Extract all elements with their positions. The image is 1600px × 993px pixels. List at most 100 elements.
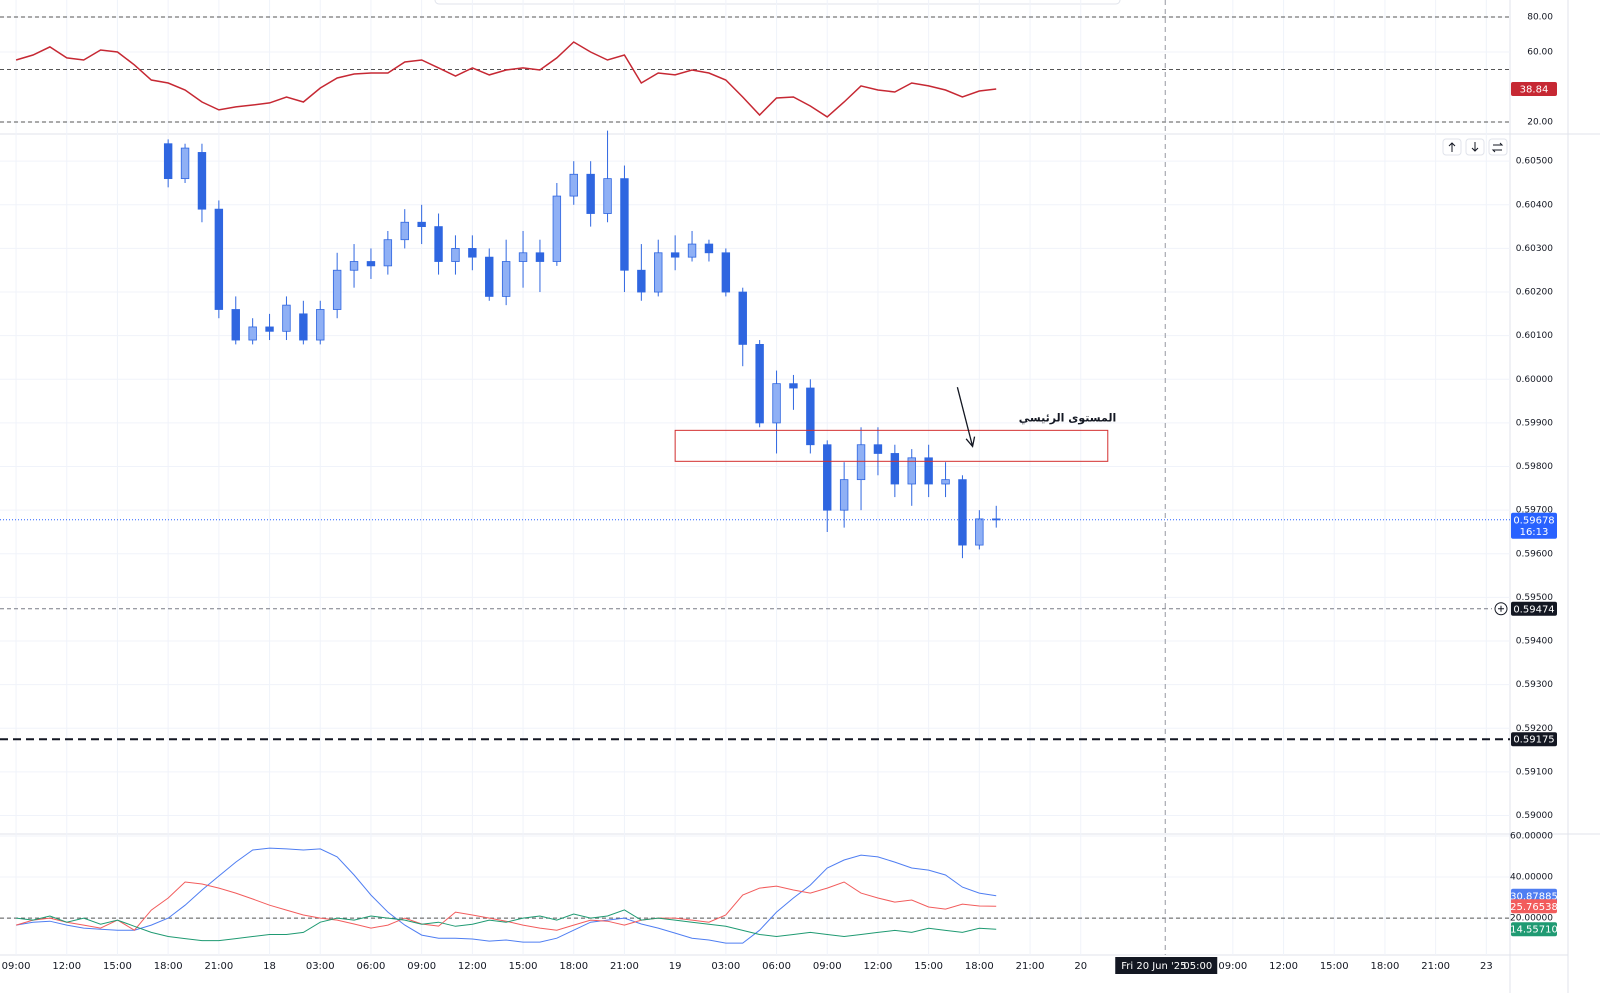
candle-body xyxy=(518,252,528,262)
candle-body xyxy=(637,269,646,293)
x-tick-label: 09:00 xyxy=(407,961,436,972)
candle-body xyxy=(958,479,967,546)
x-tick-label: 18:00 xyxy=(154,961,183,972)
candle-body xyxy=(552,195,562,262)
candle-body xyxy=(890,453,900,485)
y-tick-label: 0.60000 xyxy=(1516,375,1553,385)
x-tick-label: 20 xyxy=(1074,961,1087,972)
top-toolbar xyxy=(434,0,1121,5)
x-tick-label: 23 xyxy=(1480,961,1493,972)
candle-body xyxy=(366,261,376,267)
y-tick-label: 0.60100 xyxy=(1516,331,1553,341)
candle-body xyxy=(231,309,240,341)
y-tick-label: 60.00000 xyxy=(1510,832,1553,842)
x-tick-label: 06:00 xyxy=(762,961,791,972)
x-tick-label: 18:00 xyxy=(965,961,994,972)
reset-button[interactable] xyxy=(1488,138,1508,156)
price-label: 25.76538 xyxy=(1510,902,1558,913)
candle-body xyxy=(839,479,849,511)
y-tick-label: 0.59100 xyxy=(1516,767,1553,777)
current-price-box xyxy=(1511,512,1557,539)
candle-body xyxy=(738,291,747,345)
crosshair-label-box xyxy=(1115,957,1218,974)
candle-body xyxy=(332,269,342,310)
candle-body xyxy=(975,518,984,546)
y-tick-label: 0.60200 xyxy=(1516,288,1553,298)
price-label: 0.59474 xyxy=(1513,604,1554,615)
x-tick-label: 06:00 xyxy=(357,961,386,972)
y-tick-label: 80.00 xyxy=(1527,12,1553,22)
y-tick-label: 60.00 xyxy=(1527,47,1553,57)
annotation: المستوى الرئيسي xyxy=(1019,412,1116,425)
candle-body xyxy=(316,309,325,341)
candle-body xyxy=(755,343,764,424)
y-tick-label: 0.59900 xyxy=(1516,418,1553,428)
x-tick-label: 18:00 xyxy=(1371,961,1400,972)
y-tick-label: 0.59500 xyxy=(1516,593,1553,603)
y-tick-label: 0.59400 xyxy=(1516,637,1553,647)
series-line xyxy=(16,909,997,942)
y-tick-label: 20.00 xyxy=(1527,117,1553,127)
candle-body xyxy=(282,304,291,332)
reset-icon xyxy=(1491,142,1504,153)
candle-body xyxy=(721,252,731,293)
x-tick-label: 21:00 xyxy=(204,961,233,972)
candle-body xyxy=(248,326,257,341)
candle-body xyxy=(451,248,460,262)
price-label-box xyxy=(1511,82,1557,97)
x-tick-label: 21:00 xyxy=(610,961,639,972)
candle-body xyxy=(299,313,308,341)
x-tick-label: 12:00 xyxy=(458,961,487,972)
candle-body xyxy=(197,152,207,210)
series-line xyxy=(15,881,997,931)
arrow xyxy=(956,386,976,448)
candle-body xyxy=(180,147,190,180)
price-label: 14.55710 xyxy=(1510,925,1558,936)
zone-box xyxy=(674,429,1109,462)
price-label: 0.59175 xyxy=(1513,735,1554,746)
x-tick-label: 18 xyxy=(263,961,276,972)
x-tick-label: 03:00 xyxy=(711,961,740,972)
y-tick-label: 0.59600 xyxy=(1516,549,1553,559)
candle-body xyxy=(163,143,173,180)
x-tick-label: 09:00 xyxy=(813,961,842,972)
candle-body xyxy=(434,226,443,262)
candle-body xyxy=(383,239,393,267)
candle-body xyxy=(349,261,359,271)
plus-icon xyxy=(1498,605,1504,612)
x-tick-label: 12:00 xyxy=(864,961,893,972)
candle-body xyxy=(569,173,578,197)
x-tick-label: 19 xyxy=(669,961,682,972)
x-tick-label: 15:00 xyxy=(914,961,943,972)
y-tick-label: 0.60300 xyxy=(1516,244,1553,254)
countdown: 16:13 xyxy=(1520,527,1549,538)
candle-body xyxy=(654,252,663,293)
candle-body xyxy=(941,479,950,485)
y-tick-label: 0.59000 xyxy=(1516,811,1553,821)
y-tick-label: 0.60500 xyxy=(1516,157,1553,167)
y-tick-label: 20.00000 xyxy=(1510,914,1553,924)
candle-body xyxy=(704,243,714,254)
candle-body xyxy=(873,444,883,454)
crosshair-time: 05:00 xyxy=(1183,961,1212,972)
price-label: 30.87885 xyxy=(1510,891,1558,902)
candle-body xyxy=(485,256,494,297)
y-tick-label: 0.59200 xyxy=(1516,724,1553,734)
x-tick-label: 15:00 xyxy=(103,961,132,972)
price-label: 38.84 xyxy=(1520,85,1549,96)
candle-body xyxy=(924,457,933,485)
pane-buttons xyxy=(1442,138,1508,156)
candle-body xyxy=(823,444,832,511)
current-price-label: 0.59678 xyxy=(1513,515,1554,526)
y-tick-label: 0.59300 xyxy=(1516,680,1553,690)
candle-body xyxy=(265,326,274,332)
series-line xyxy=(15,41,997,118)
up-icon xyxy=(1448,142,1456,152)
candle-body xyxy=(603,178,612,214)
x-tick-label: 18:00 xyxy=(559,961,588,972)
candle-body xyxy=(501,261,511,297)
grid xyxy=(0,0,1510,955)
candle-body xyxy=(687,243,697,258)
